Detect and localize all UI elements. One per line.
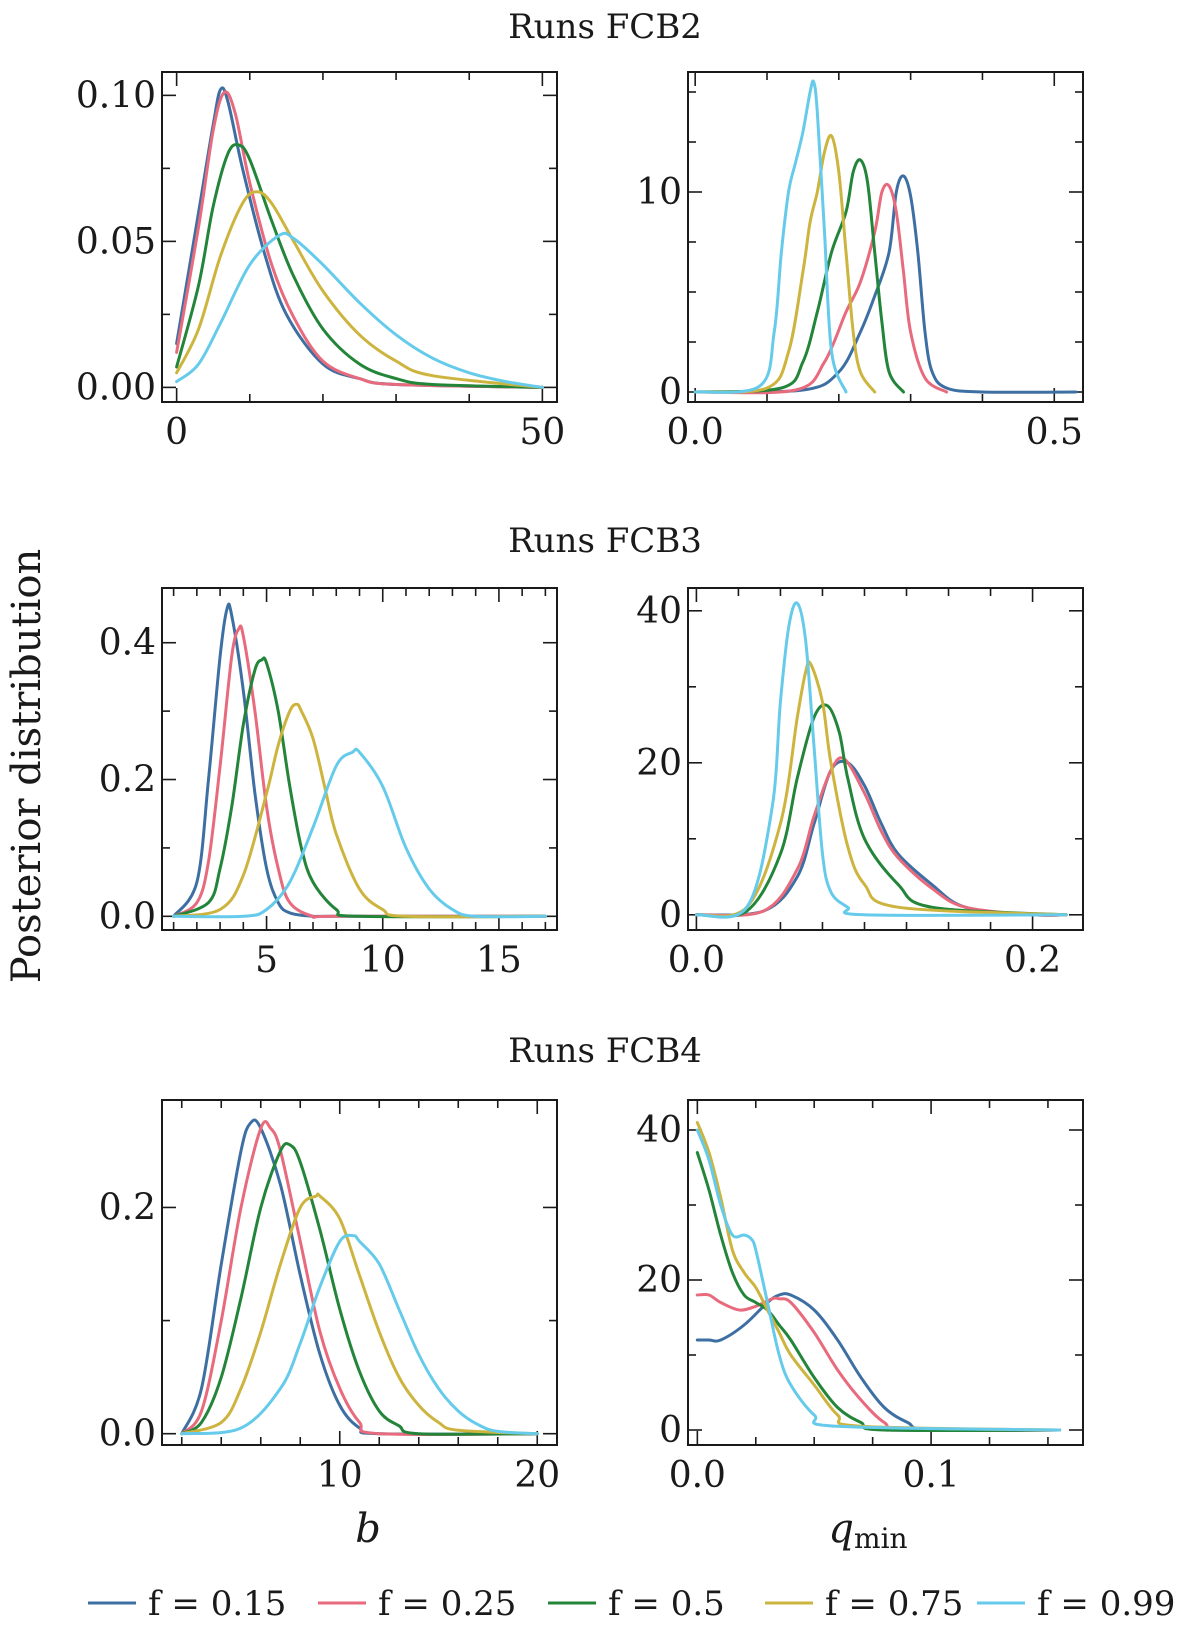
legend-label: f = 0.99 bbox=[1037, 1584, 1175, 1624]
row-title-fcb4: Runs FCB4 bbox=[508, 1031, 702, 1071]
y-tick-label: 40 bbox=[636, 591, 682, 632]
series-line-015 bbox=[694, 759, 1068, 917]
x-tick-label: 15 bbox=[476, 940, 522, 981]
series-line-025 bbox=[695, 1292, 1062, 1433]
y-tick-label: 0.4 bbox=[99, 623, 156, 664]
panel-3: 5 10 15 0.0 0.2 0.4 bbox=[99, 587, 558, 981]
y-tick-label: 0.0 bbox=[99, 896, 156, 937]
x-tick-label: 0 bbox=[165, 412, 188, 453]
panel-1: 0 50 0.00 0.05 0.10 bbox=[76, 71, 565, 453]
x-tick-label: 50 bbox=[519, 412, 565, 453]
legend-label: f = 0.15 bbox=[148, 1584, 286, 1624]
panel-6: 0.0 0.1 0 20 40 bbox=[636, 1099, 1084, 1496]
series-line-015 bbox=[695, 1292, 1062, 1433]
series-line-099 bbox=[693, 79, 848, 394]
series-line-015 bbox=[172, 602, 547, 919]
y-tick-label: 0.00 bbox=[76, 367, 156, 408]
y-tick-label: 0.2 bbox=[99, 760, 156, 801]
plot-frame bbox=[687, 71, 1084, 403]
series-line-05 bbox=[693, 158, 905, 394]
series-line-025 bbox=[175, 90, 544, 389]
x-tick-label: 10 bbox=[317, 1455, 363, 1496]
y-tick-label: 0.10 bbox=[76, 75, 156, 116]
plot-frame bbox=[687, 1099, 1084, 1446]
series-line-099 bbox=[180, 1233, 539, 1436]
x-axis-title-right-sub: min bbox=[854, 1522, 908, 1555]
panel-2: 0.0 0.5 0 10 bbox=[636, 71, 1084, 453]
series-line-099 bbox=[172, 747, 547, 919]
x-tick-label: 10 bbox=[360, 940, 406, 981]
legend-item: f = 0.5 bbox=[548, 1584, 725, 1624]
x-axis-title-left: b bbox=[355, 1506, 381, 1552]
x-axis-title-right-main: q bbox=[828, 1506, 854, 1552]
y-tick-label: 10 bbox=[636, 172, 682, 213]
y-tick-label: 0 bbox=[659, 372, 682, 413]
y-tick-label: 0.05 bbox=[76, 221, 156, 262]
x-tick-label: 0.5 bbox=[1026, 412, 1083, 453]
x-tick-label: 0.2 bbox=[1004, 940, 1061, 981]
y-tick-label: 0.2 bbox=[99, 1187, 156, 1228]
series-line-015 bbox=[693, 174, 1078, 394]
y-tick-label: 40 bbox=[636, 1110, 682, 1151]
row-title-fcb2: Runs FCB2 bbox=[508, 7, 702, 47]
x-axis-title-right: qmin bbox=[828, 1506, 907, 1555]
series-line-05 bbox=[172, 656, 547, 919]
legend-label: f = 0.75 bbox=[825, 1584, 963, 1624]
series-line-05 bbox=[180, 1141, 539, 1436]
x-tick-label: 0.1 bbox=[902, 1455, 959, 1496]
row-title-fcb3: Runs FCB3 bbox=[508, 521, 702, 561]
series-line-05 bbox=[694, 703, 1068, 918]
y-tick-label: 20 bbox=[636, 1260, 682, 1301]
y-axis-title: Posterior distribution bbox=[4, 549, 50, 983]
series-line-025 bbox=[172, 624, 547, 919]
x-tick-label: 20 bbox=[514, 1455, 560, 1496]
legend-item: f = 0.15 bbox=[88, 1584, 286, 1624]
x-tick-label: 0.0 bbox=[667, 412, 724, 453]
x-tick-label: 0.0 bbox=[669, 1455, 726, 1496]
series-line-075 bbox=[695, 1121, 1062, 1432]
series-line-075 bbox=[180, 1192, 539, 1436]
legend: f = 0.15 f = 0.25 f = 0.5 f = 0.75 f = 0.99 bbox=[88, 1584, 1175, 1624]
series-line-025 bbox=[694, 756, 1068, 918]
series-line-025 bbox=[693, 182, 948, 395]
series-line-05 bbox=[695, 1151, 1062, 1433]
series-line-099 bbox=[695, 1128, 1062, 1432]
y-tick-label: 0 bbox=[659, 1410, 682, 1451]
legend-item: f = 0.25 bbox=[318, 1584, 516, 1624]
series-line-075 bbox=[172, 702, 547, 919]
panel-5: 10 20 0.0 0.2 bbox=[99, 1099, 560, 1496]
plot-frame bbox=[687, 587, 1084, 931]
series-line-05 bbox=[175, 143, 544, 389]
legend-label: f = 0.25 bbox=[378, 1584, 516, 1624]
plot-frame bbox=[161, 71, 558, 403]
x-tick-label: 0.0 bbox=[668, 940, 725, 981]
series-line-099 bbox=[694, 601, 1068, 919]
y-tick-label: 20 bbox=[636, 743, 682, 784]
x-tick-label: 5 bbox=[255, 940, 278, 981]
legend-item: f = 0.75 bbox=[765, 1584, 963, 1624]
plot-frame bbox=[161, 1099, 558, 1446]
series-line-075 bbox=[693, 133, 877, 394]
y-tick-label: 0.0 bbox=[99, 1414, 156, 1455]
panel-4: 0.0 0.2 0 20 40 bbox=[636, 587, 1084, 981]
y-tick-label: 0 bbox=[659, 895, 682, 936]
legend-label: f = 0.5 bbox=[608, 1584, 725, 1624]
series-line-099 bbox=[175, 231, 544, 389]
legend-item: f = 0.99 bbox=[977, 1584, 1175, 1624]
series-line-075 bbox=[175, 190, 544, 389]
series-line-015 bbox=[175, 86, 544, 389]
series-line-075 bbox=[694, 660, 1068, 918]
